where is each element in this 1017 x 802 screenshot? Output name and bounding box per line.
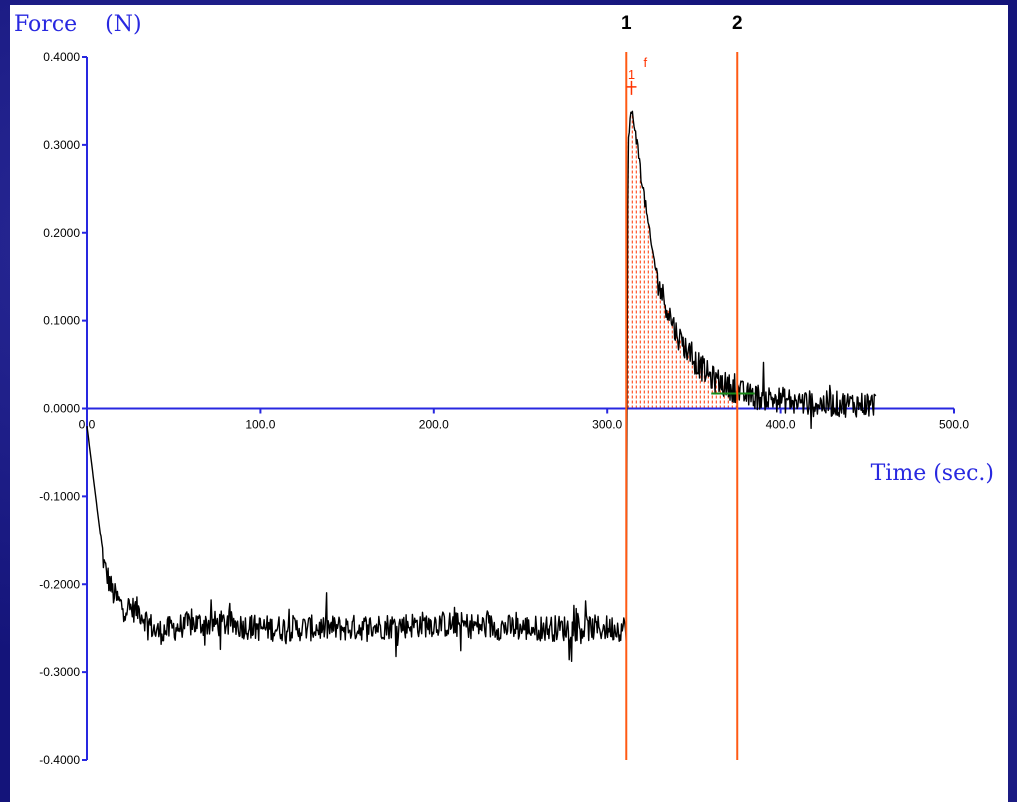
- x-tick-label: 100.0: [245, 418, 275, 432]
- cursor-label-1: 1: [621, 13, 632, 34]
- y-tick-label: -0.3000: [39, 665, 80, 679]
- x-tick-label: 300.0: [592, 418, 622, 432]
- cursor-label-2: 2: [732, 13, 743, 34]
- x-tick-label: 200.0: [419, 418, 449, 432]
- y-tick-label: 0.1000: [43, 314, 80, 328]
- x-tick-label: 500.0: [939, 418, 969, 432]
- force-series-line: [86, 110, 877, 662]
- y-tick-label: 0.2000: [43, 226, 80, 240]
- integration-area: [627, 113, 737, 409]
- y-tick-label: -0.1000: [39, 489, 80, 503]
- y-tick-label: 0.4000: [43, 50, 80, 64]
- axes: 0.4000 0.3000 0.2000 0.1000 0.0000 -0.1000 -0.…: [39, 50, 969, 767]
- y-tick-label: -0.4000: [39, 753, 80, 767]
- y-axis-title: Force (N): [14, 12, 142, 37]
- y-tick-label: 0.3000: [43, 138, 80, 152]
- force-time-chart: 0.4000 0.3000 0.2000 0.1000 0.0000 -0.1000 -0.…: [14, 12, 994, 767]
- peak-marker-label: 1: [628, 67, 635, 82]
- series-group: [86, 110, 877, 662]
- peak-marker-sup: f: [643, 55, 647, 70]
- cursors: [625, 52, 739, 760]
- labels: Force (N) Time (sec.) 1 21f: [14, 12, 994, 486]
- y-tick-label: -0.2000: [39, 577, 80, 591]
- x-tick-label: 0.0: [79, 418, 96, 432]
- x-tick-label: 400.0: [766, 418, 796, 432]
- x-axis-title: Time (sec.): [871, 461, 994, 486]
- plot-panel: 0.4000 0.3000 0.2000 0.1000 0.0000 -0.1000 -0.…: [10, 5, 1008, 802]
- y-tick-label: 0.0000: [43, 402, 80, 416]
